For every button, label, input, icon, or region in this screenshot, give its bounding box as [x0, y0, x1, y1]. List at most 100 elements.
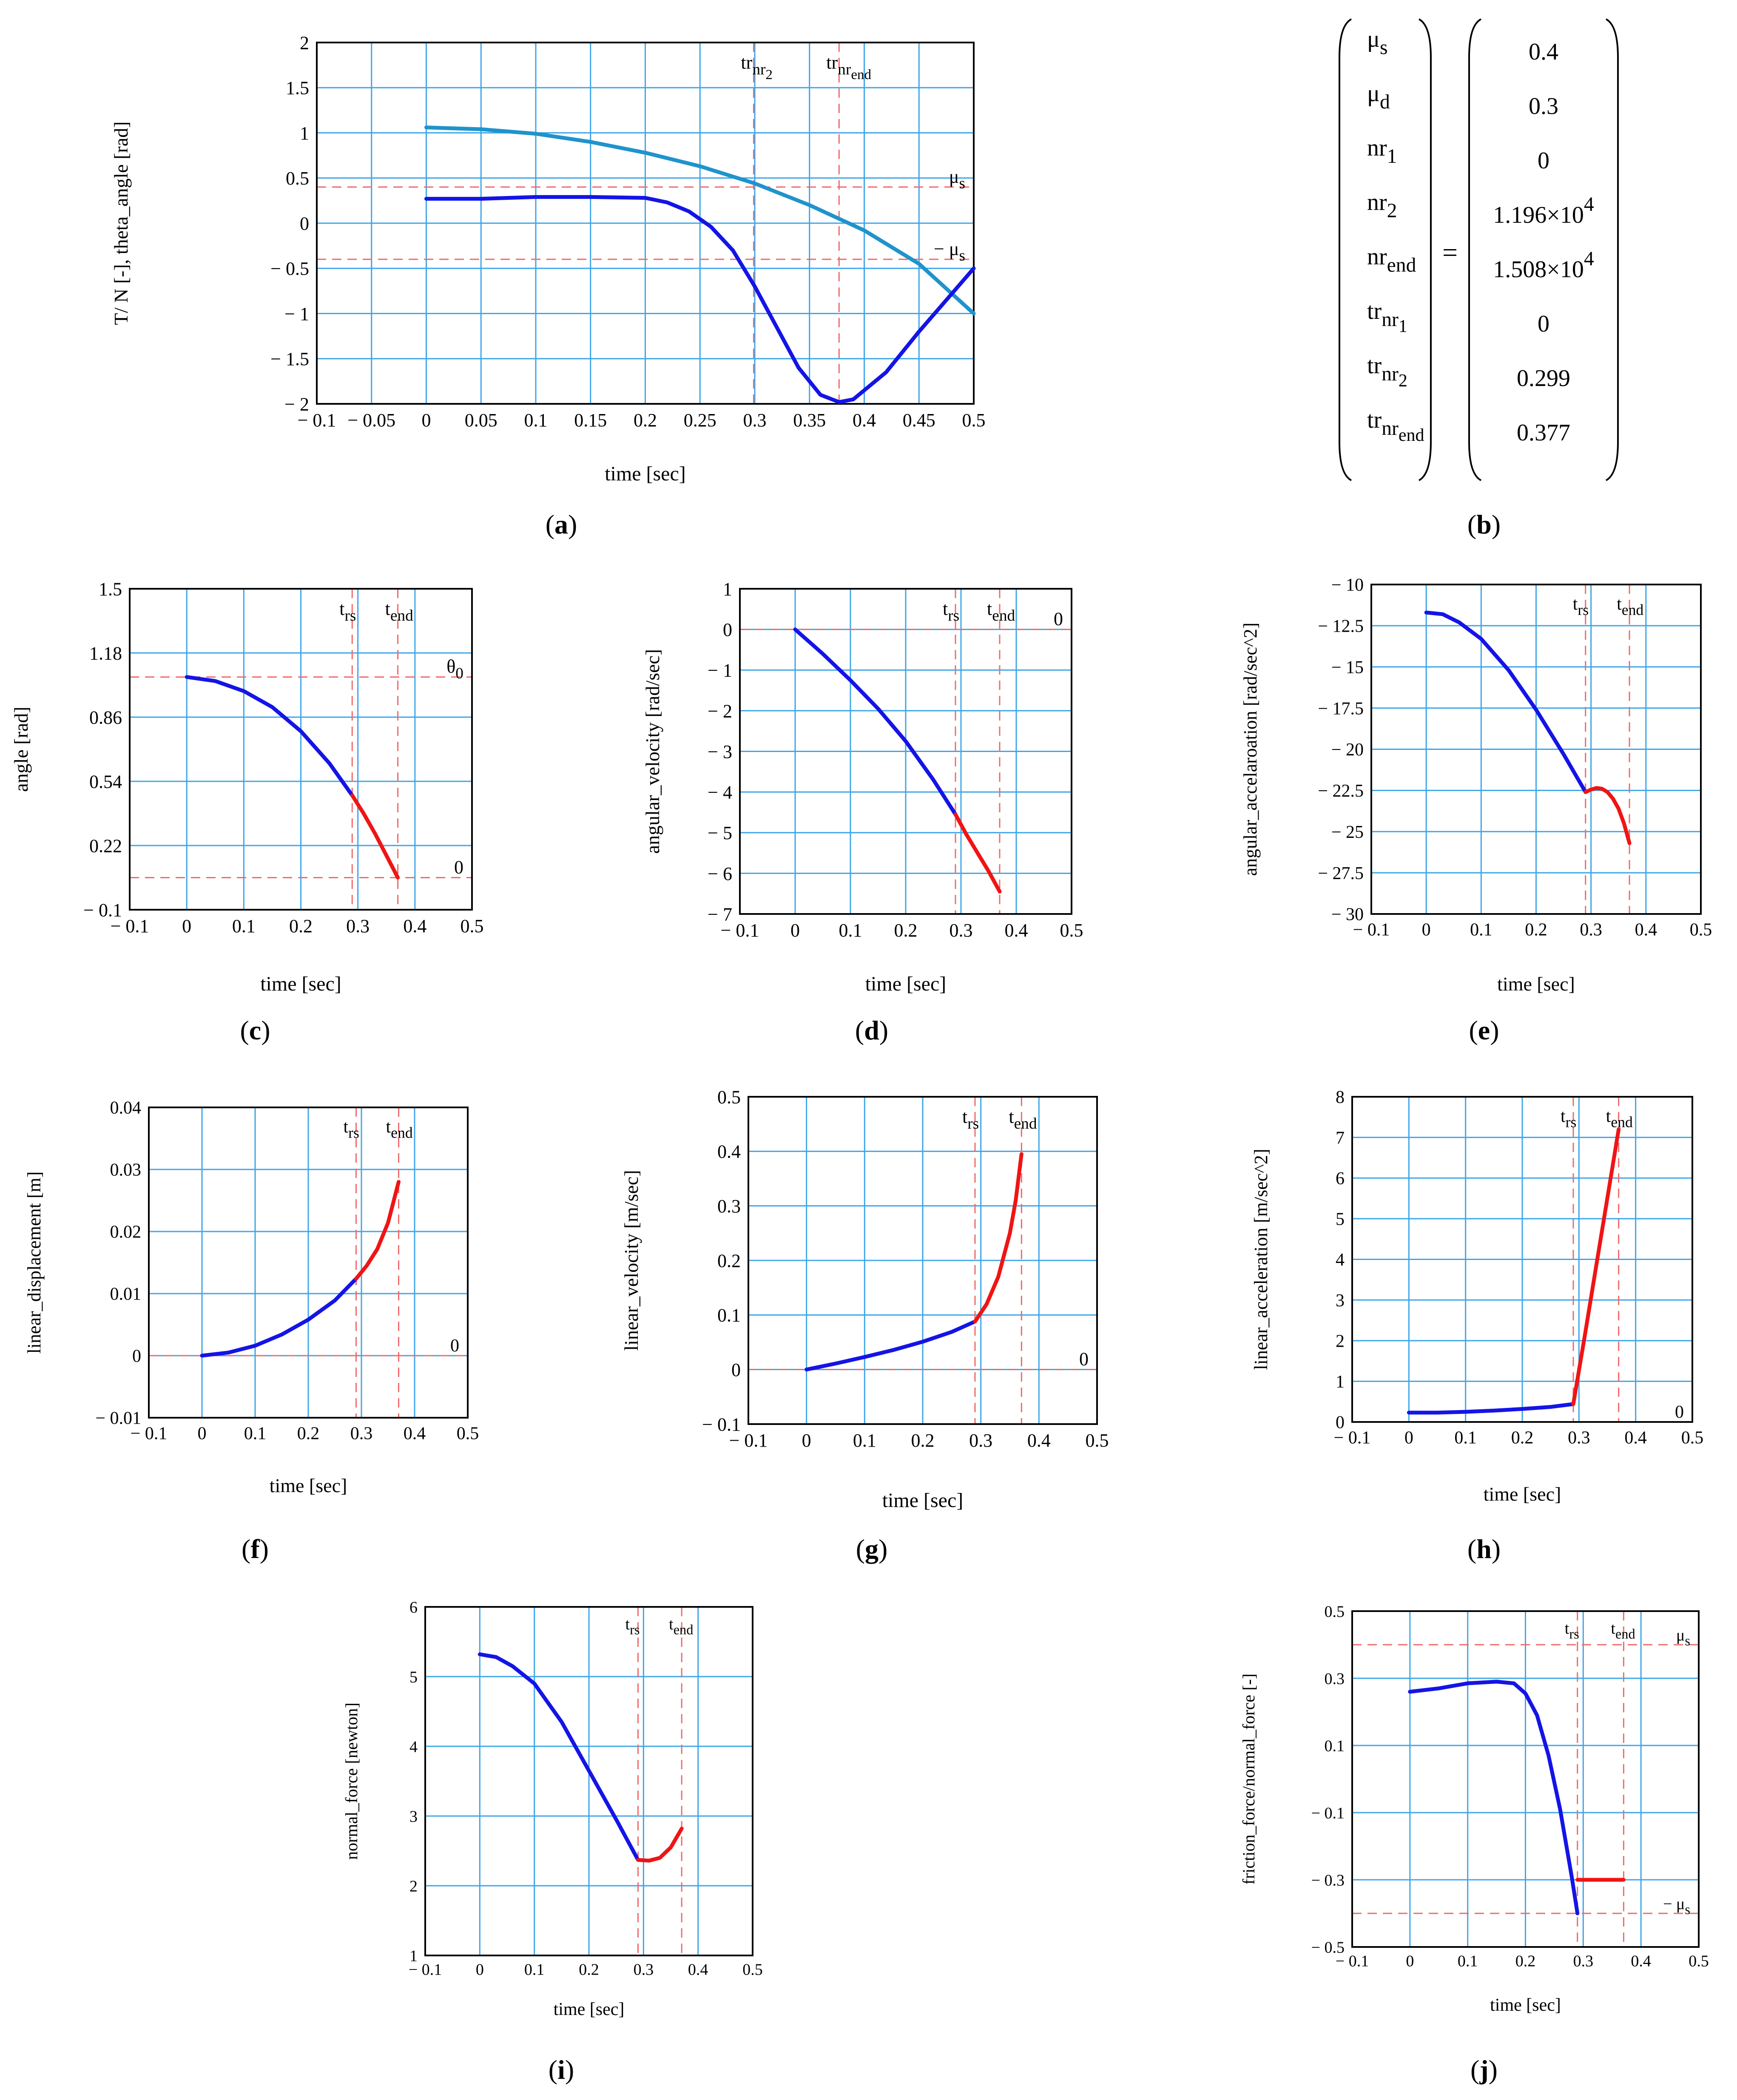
- x-tick-label: 0.1: [1454, 1428, 1477, 1447]
- series-line-t-n: [424, 195, 976, 404]
- y-tick-label: 0.1: [1325, 1737, 1345, 1755]
- x-tick-label: − 0.1: [1336, 1952, 1369, 1970]
- matrix-b: = μs 0.4 μd 0.3 nr1 0 nr2 1.196×104 nrend 1.508×10…: [1339, 18, 1619, 539]
- y-tick-label: 0.5: [717, 1087, 741, 1107]
- x-tick-label: 0.5: [457, 1424, 479, 1443]
- plot-frame: [1351, 1096, 1693, 1423]
- series-line-after: [1571, 1127, 1621, 1406]
- y-tick-label: − 6: [708, 863, 732, 884]
- reference-vline-label: trs: [625, 1615, 640, 1637]
- plot-frame: [148, 1107, 469, 1419]
- y-tick-label: 6: [1336, 1169, 1345, 1189]
- matrix-row-value: 0.299: [1517, 365, 1570, 392]
- x-tick-label: 0.4: [853, 410, 876, 431]
- chart-g: 0 trs tend − 0.1 0 0.1 0.2 0.3 0.4 0.5 − 0.1 0 0.1 0.…: [620, 1087, 1109, 1564]
- y-tick-label: 0: [723, 619, 732, 640]
- reference-vline-label: trs: [1561, 1107, 1576, 1131]
- matrix-row-value: 1.508×104: [1493, 248, 1594, 283]
- y-tick-label: 5: [1336, 1210, 1345, 1229]
- reference-hline-label: 0: [1675, 1402, 1684, 1422]
- reference-vline-label: trnrend: [826, 52, 871, 82]
- x-tick-label: 0.05: [465, 410, 498, 431]
- matrix-row-name: nr2: [1367, 189, 1397, 222]
- panel-caption: (j): [1470, 2055, 1498, 2085]
- x-tick-label: 0.5: [962, 410, 986, 431]
- x-tick-label: 0: [1422, 920, 1431, 939]
- reference-vline-label: tend: [1009, 1107, 1037, 1132]
- y-tick-label: − 1.5: [270, 349, 309, 369]
- y-tick-label: 0.2: [717, 1250, 741, 1271]
- y-axis-label: T/ N [-], theta_angle [rad]: [110, 122, 132, 325]
- y-tick-label: 0.04: [110, 1098, 142, 1118]
- x-tick-label: 0.2: [1525, 920, 1547, 939]
- chart-c: θ0 0 trs tend − 0.1 0 0.1 0.2 0.3 0.4 0.5 − 0.1 0.22…: [10, 579, 484, 1045]
- x-axis-label: time [sec]: [1484, 1483, 1561, 1505]
- reference-vline-label: tend: [1606, 1107, 1633, 1131]
- series-line-after: [350, 793, 400, 880]
- y-tick-label: 0: [300, 213, 309, 234]
- x-tick-label: 0.4: [403, 916, 426, 936]
- reference-hline-label: − μs: [934, 238, 965, 264]
- x-tick-label: 0.1: [524, 1961, 545, 1979]
- plot-frame: [316, 42, 975, 405]
- y-tick-label: − 2: [284, 394, 309, 414]
- matrix-row-value: 0.377: [1517, 420, 1570, 446]
- x-axis-label: time [sec]: [1497, 973, 1575, 995]
- y-tick-label: − 0.1: [1311, 1804, 1345, 1822]
- series-line-before: [1407, 1402, 1575, 1415]
- x-tick-label: 0: [198, 1424, 207, 1443]
- x-tick-label: 0.4: [1027, 1430, 1051, 1451]
- matrix-row-value: 0: [1538, 148, 1549, 174]
- left-bracket-values-open: [1468, 18, 1482, 481]
- x-tick-label: 0.3: [1580, 920, 1602, 939]
- chart-f: 0 trs tend − 0.1 0 0.1 0.2 0.3 0.4 0.5 − 0.01 0 0.01…: [24, 1098, 479, 1564]
- x-tick-label: 0: [476, 1961, 484, 1979]
- y-axis-label: angular_velocity [rad/sec]: [642, 649, 663, 854]
- panel-caption: (h): [1467, 1534, 1501, 1564]
- plot-frame: [1351, 1610, 1700, 1948]
- x-tick-label: 0: [1406, 1952, 1414, 1970]
- reference-hline-label: − μs: [1663, 1895, 1690, 1917]
- x-tick-label: 0.3: [350, 1424, 373, 1443]
- x-axis-label: time [sec]: [882, 1489, 964, 1512]
- panel-caption: (c): [240, 1015, 270, 1045]
- y-tick-label: − 1: [708, 660, 732, 681]
- x-tick-label: 0.45: [903, 410, 935, 431]
- y-tick-label: − 0.1: [83, 900, 122, 920]
- y-tick-label: − 17.5: [1318, 699, 1364, 718]
- x-tick-label: − 0.1: [111, 916, 149, 936]
- plot-frame: [739, 588, 1072, 915]
- y-tick-label: − 0.01: [95, 1409, 141, 1428]
- y-tick-label: 3: [409, 1808, 418, 1825]
- x-tick-label: 0.2: [634, 410, 657, 431]
- x-tick-label: 0.5: [1689, 1952, 1709, 1970]
- x-tick-label: − 0.1: [1334, 1428, 1371, 1447]
- chart-e: trs tend − 0.1 0 0.1 0.2 0.3 0.4 0.5 − 30 − 27.5 − …: [1240, 576, 1712, 1045]
- y-tick-label: 2: [1336, 1331, 1345, 1351]
- x-tick-label: − 0.1: [1353, 920, 1390, 939]
- series-line-before: [1408, 1680, 1580, 1916]
- y-tick-label: 7: [1336, 1128, 1345, 1148]
- matrix-row-value: 0: [1538, 311, 1549, 337]
- reference-hline-label: θ0: [446, 656, 463, 682]
- reference-vline-label: trs: [1573, 594, 1589, 619]
- x-tick-label: − 0.05: [347, 410, 395, 431]
- x-tick-label: 0: [422, 410, 431, 431]
- x-tick-label: 0.3: [346, 916, 370, 936]
- y-axis-label: friction_force/normal_force [-]: [1239, 1674, 1258, 1884]
- x-tick-label: 0.3: [969, 1430, 992, 1451]
- y-tick-label: 1.5: [99, 579, 122, 599]
- x-tick-label: 0.25: [684, 410, 716, 431]
- reference-vline-label: trs: [344, 1117, 359, 1141]
- y-tick-label: 0.1: [717, 1305, 741, 1326]
- reference-hline-label: 0: [454, 857, 463, 878]
- y-tick-label: 0: [1336, 1413, 1345, 1433]
- y-tick-label: 6: [409, 1598, 418, 1616]
- x-tick-label: 0.5: [461, 916, 484, 936]
- x-tick-label: − 0.1: [409, 1961, 442, 1979]
- x-tick-label: 0.3: [950, 920, 973, 941]
- x-axis-label: time [sec]: [260, 973, 341, 995]
- y-tick-label: − 27.5: [1318, 864, 1364, 883]
